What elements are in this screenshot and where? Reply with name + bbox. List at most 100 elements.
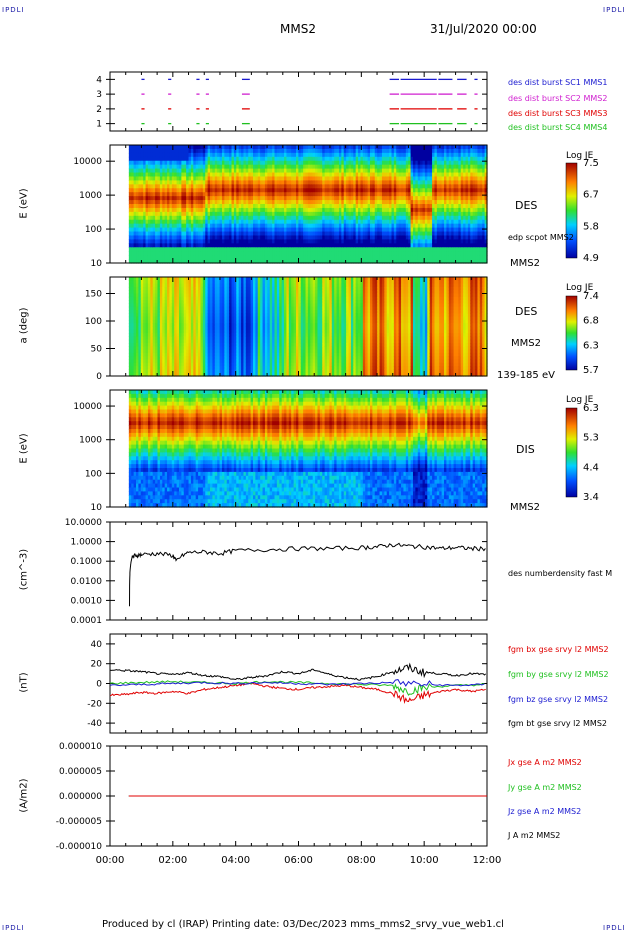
des-spectrogram-cell [374,176,378,181]
des-spectrogram-cell [310,145,314,150]
des-spectrogram-cell [312,235,316,240]
des-spectrogram-cell [327,160,331,166]
des-spectrogram-cell [453,192,457,197]
des-spectrogram-cell [319,200,323,205]
des-spectrogram-cell [403,160,407,166]
des-spectrogram-cell [267,196,271,201]
des-spectrogram-cell [370,180,373,185]
des-spectrogram-cell [212,192,216,197]
des-spectrogram-cell [324,239,328,244]
des-spectrogram-cell [408,196,412,201]
des-spectrogram-cell [279,184,283,189]
des-spectrogram-cell [267,148,271,154]
des-spectrogram-cell [475,227,479,233]
des-spectrogram-cell [193,204,197,209]
des-spectrogram-cell [167,251,171,256]
des-spectrogram-cell [133,235,137,240]
des-spectrogram-cell [331,255,335,260]
des-spectrogram-cell [159,259,163,264]
des-spectrogram-cell [212,223,216,229]
des-spectrogram-cell [484,152,488,158]
des-spectrogram-cell [253,243,256,248]
des-spectrogram-cell [217,219,221,225]
des-spectrogram-cell [255,215,259,221]
des-spectrogram-cell [279,239,283,244]
des-spectrogram-cell [331,156,335,162]
des-spectrogram-cell [152,215,156,221]
des-spectrogram-cell [193,231,197,237]
des-spectrogram-cell [181,204,185,209]
des-spectrogram-cell [415,172,419,178]
des-spectrogram-cell [169,255,173,260]
des-spectrogram-cell [386,156,390,162]
des-spectrogram-cell [210,211,214,217]
des-spectrogram-cell [424,196,428,201]
des-spectrogram-cell [214,176,218,181]
des-spectrogram-cell [295,223,299,229]
des-spectrogram-cell [241,164,245,170]
des-spectrogram-cell [448,148,452,154]
des-spectrogram-cell [329,180,333,185]
des-spectrogram-cell [262,160,266,166]
des-spectrogram-cell [393,184,397,189]
des-spectrogram-cell [370,227,373,233]
des-spectrogram-cell [200,235,204,240]
des-spectrogram-cell [396,188,400,193]
des-spectrogram-cell [233,247,237,252]
des-spectrogram-cell [224,239,228,244]
des-spectrogram-cell [358,219,362,225]
des-spectrogram-cell [202,231,206,237]
des-spectrogram-cell [286,255,290,260]
des-spectrogram-cell [479,192,483,197]
des-spectrogram-cell [312,207,316,213]
des-spectrogram-cell [276,184,280,189]
des-spectrogram-cell [403,156,407,162]
des-spectrogram-cell [410,176,414,181]
des-spectrogram-cell [377,160,381,166]
des-spectrogram-cell [233,188,237,193]
des-spectrogram-cell [190,145,194,150]
des-spectrogram-cell [467,180,471,185]
des-spectrogram-cell [210,168,214,174]
pad-spectrogram-cell [136,356,140,361]
des-spectrogram-cell [467,235,471,240]
des-spectrogram-cell [470,235,474,240]
des-spectrogram-cell [453,259,457,264]
des-spectrogram-cell [370,156,373,162]
des-spectrogram-cell [479,251,483,256]
des-spectrogram-cell [143,188,147,193]
des-spectrogram-cell [195,219,199,225]
des-spectrogram-cell [236,227,240,233]
des-spectrogram-cell [255,156,259,162]
des-spectrogram-cell [331,207,335,213]
des-spectrogram-cell [381,196,385,201]
des-spectrogram-cell [329,259,333,264]
des-spectrogram-cell [281,227,285,233]
des-spectrogram-cell [150,145,154,150]
des-spectrogram-cell [353,223,357,229]
des-spectrogram-cell [353,172,357,178]
des-spectrogram-cell [365,192,369,197]
des-spectrogram-cell [346,243,350,248]
des-spectrogram-cell [174,192,178,197]
des-spectrogram-cell [171,176,175,181]
des-spectrogram-cell [131,231,135,237]
des-spectrogram-cell [205,176,209,181]
pad-spectrogram-cell [138,303,142,308]
des-spectrogram-cell [133,188,137,193]
des-spectrogram-cell [202,223,206,229]
des-spectrogram-cell [455,219,459,225]
des-spectrogram-cell [467,239,471,244]
des-spectrogram-cell [317,211,321,217]
des-spectrogram-cell [408,192,412,197]
des-spectrogram-cell [336,243,340,248]
des-spectrogram-cell [391,200,395,205]
des-spectrogram-cell [398,207,402,213]
des-spectrogram-cell [214,196,218,201]
des-spectrogram-cell [346,211,350,217]
des-spectrogram-cell [434,180,438,185]
des-spectrogram-cell [475,148,479,154]
des-spectrogram-cell [157,235,161,240]
des-spectrogram-cell [295,243,299,248]
des-spectrogram-cell [267,204,271,209]
